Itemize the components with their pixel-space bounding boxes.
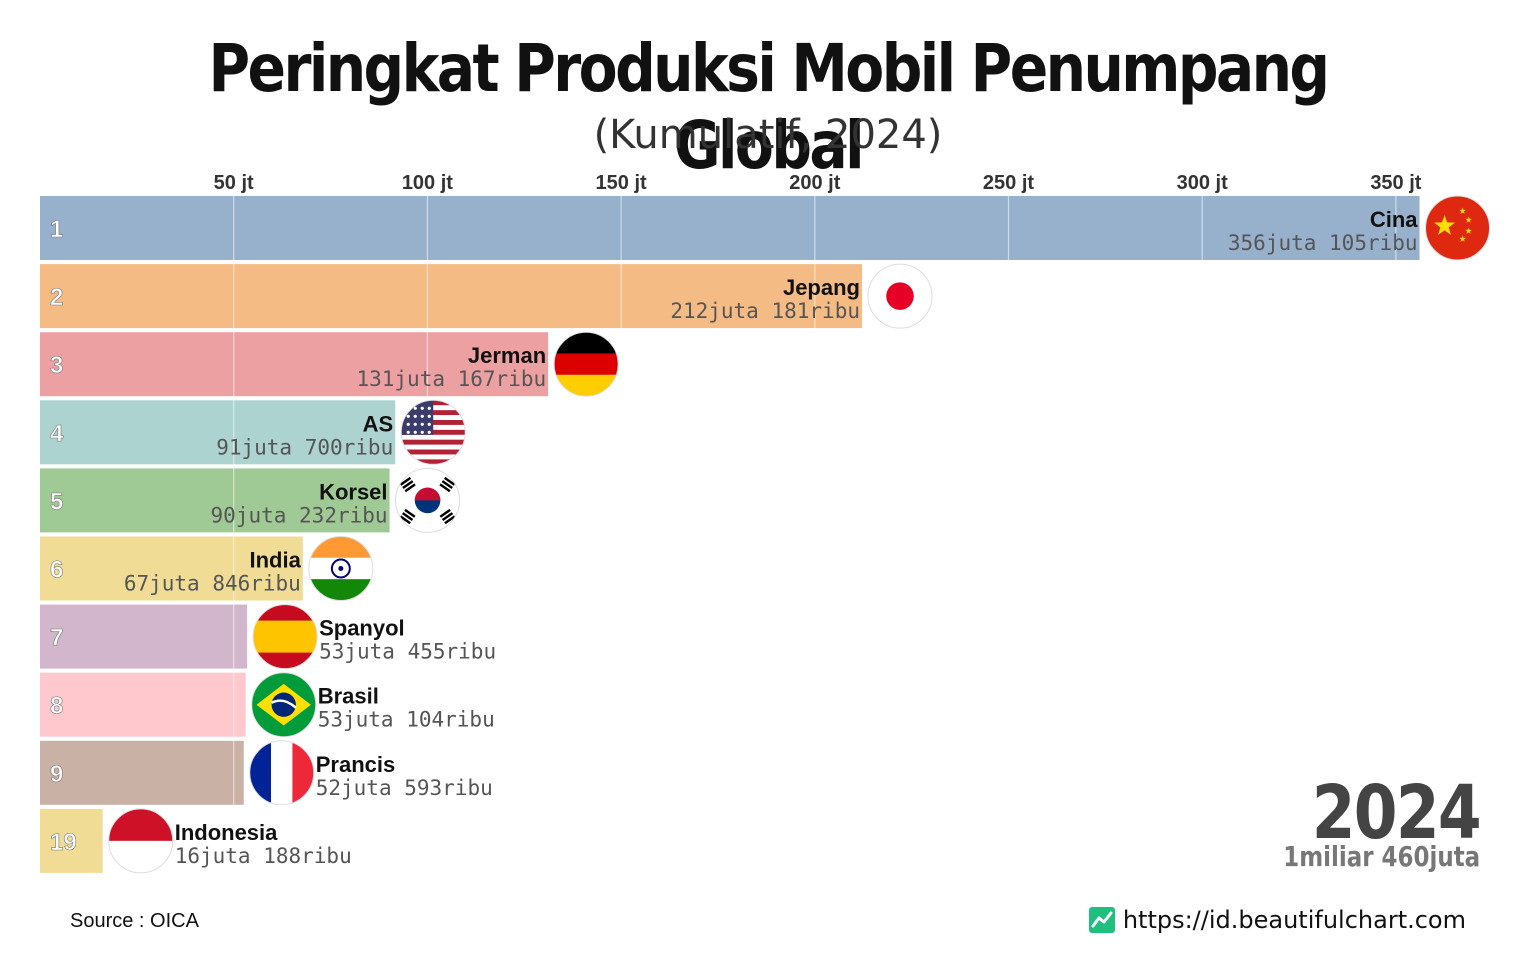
value-label: 212juta 181ribu [670,299,860,323]
south-korea-flag-icon [395,467,461,533]
value-label: 90juta 232ribu [211,503,388,527]
spain-flag-icon [252,604,318,670]
x-tick-label: 250 jt [983,172,1034,194]
bar-jepang [40,264,862,329]
bar-indonesia [40,808,103,873]
bar-as [40,400,396,465]
country-label: Prancis [316,752,396,777]
x-tick-label: 100 jt [402,172,453,194]
rank-label: 3 [50,352,63,379]
rank-label: 8 [50,693,63,720]
x-tick-label: 200 jt [789,172,840,194]
rank-label: 19 [50,829,77,856]
value-label: 53juta 455ribu [319,640,496,664]
rank-label: 4 [50,420,64,447]
china-flag-icon [1425,195,1491,261]
country-label: AS [363,411,394,436]
usa-flag-icon [400,399,466,465]
japan-flag-icon [867,263,933,329]
rank-label: 6 [50,557,63,584]
x-tick-label: 350 jt [1370,172,1421,194]
country-label: Spanyol [319,616,405,641]
value-label: 131juta 167ribu [356,367,546,391]
bar-korsel [40,468,390,533]
country-label: Brasil [318,684,379,709]
brazil-flag-icon [251,672,317,738]
bar-jerman [40,332,549,397]
x-tick-label: 150 jt [596,172,647,194]
bar-spanyol [40,604,248,669]
rank-label: 5 [50,488,63,515]
chart-logo-icon [1088,907,1115,933]
rank-label: 7 [50,625,63,652]
value-label: 16juta 188ribu [175,844,352,868]
country-label: Indonesia [175,820,278,845]
chart-subtitle: (Kumulatif, 2024) [593,112,943,158]
germany-flag-icon [553,331,619,397]
bar-india [40,536,303,601]
france-flag-icon [249,740,315,806]
total-label: 1miliar 460juta [1283,840,1480,873]
gridlines [233,196,1397,877]
country-label: Cina [1370,207,1418,232]
source-label: Source : OICA [70,910,199,932]
country-label: India [249,548,301,573]
country-label: Korsel [319,479,387,504]
bar-brasil [40,672,246,737]
year-label: 2024 [1311,770,1482,856]
chart-title: Peringkat Produksi Mobil Penumpang Globa… [208,30,1331,184]
rank-label: 2 [50,284,63,311]
indonesia-flag-icon [108,808,174,874]
value-label: 67juta 846ribu [124,572,301,596]
bar-prancis [40,740,244,805]
rank-label: 1 [50,216,63,243]
bars [40,196,1420,873]
india-flag-icon [308,536,374,601]
value-label: 52juta 593ribu [316,776,493,800]
bar-cina [40,196,1420,260]
value-label: 356juta 105ribu [1228,231,1418,255]
rank-label: 9 [50,761,63,788]
website-url: https://id.beautifulchart.com [1122,906,1466,934]
value-label: 91juta 700ribu [216,435,393,459]
value-label: 53juta 104ribu [318,708,495,732]
website-link[interactable]: https://id.beautifulchart.com [1088,906,1466,934]
x-axis-ticks: 50 jt 100 jt 150 jt 200 jt 250 jt 300 jt 350 j… [214,172,1422,194]
x-tick-label: 50 jt [214,172,254,194]
country-label: Jerman [468,343,546,368]
country-label: Jepang [783,275,860,300]
x-tick-label: 300 jt [1177,172,1228,194]
